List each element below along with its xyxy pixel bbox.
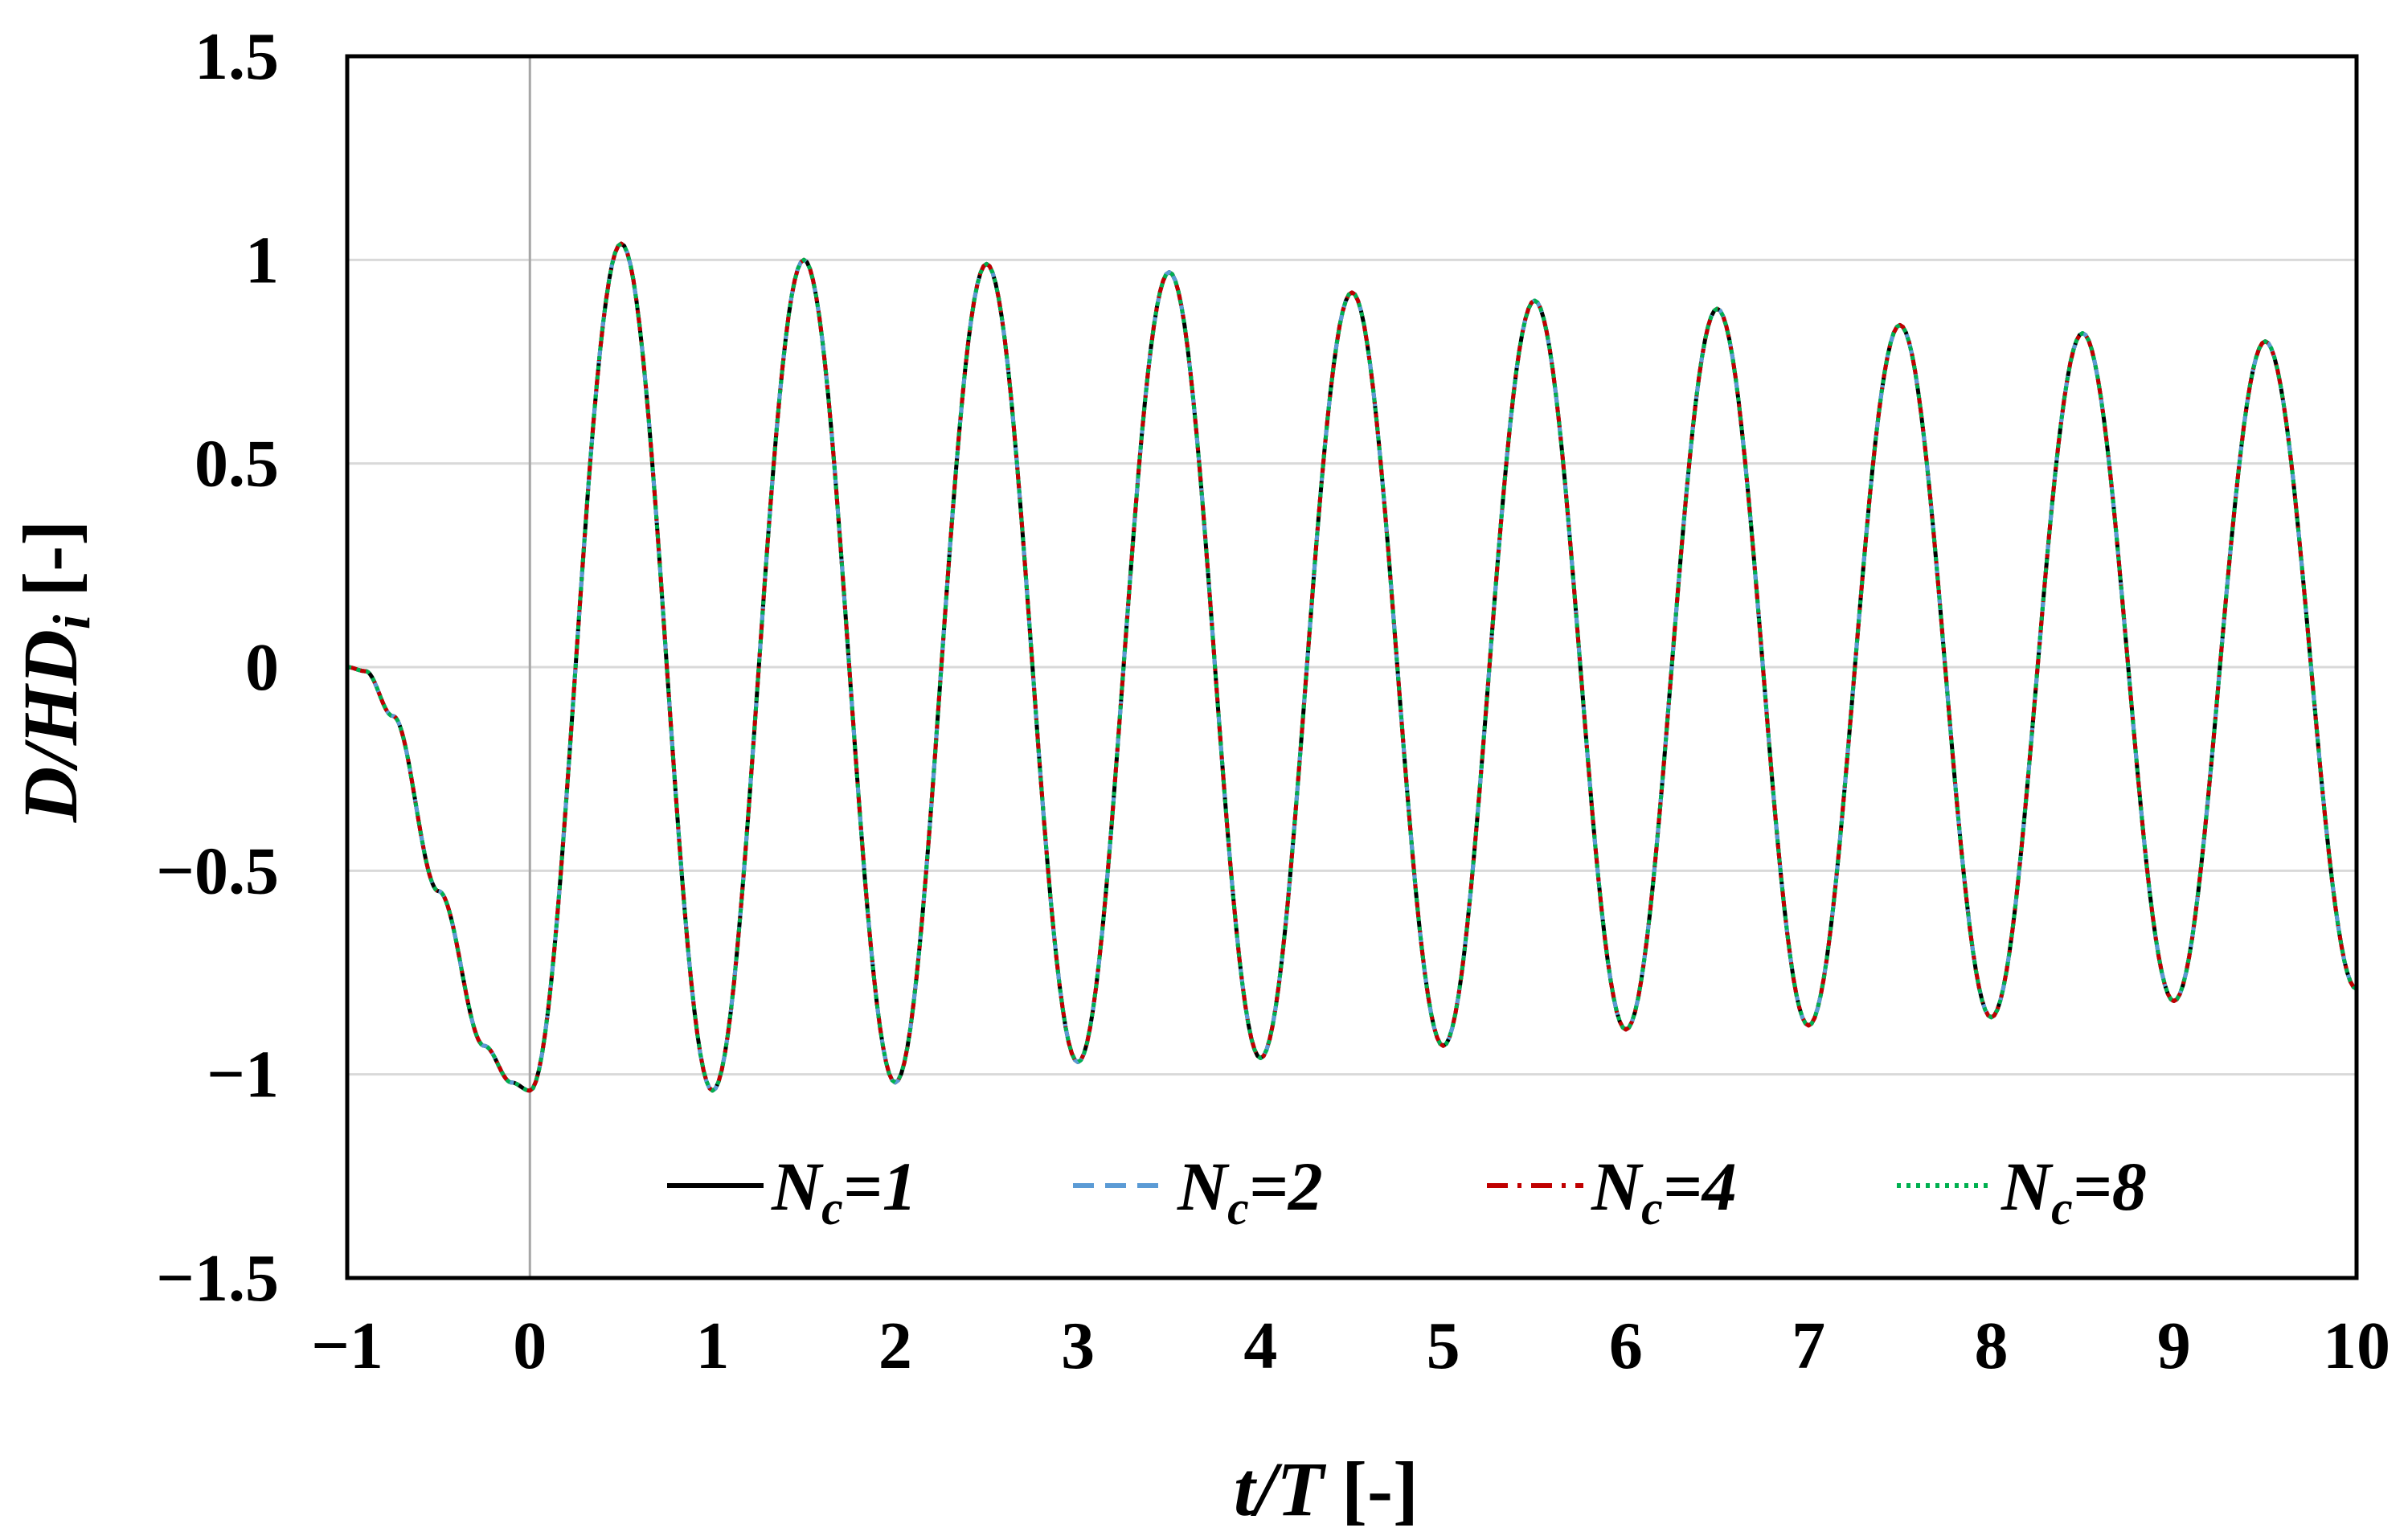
y-tick-label: 0.5 bbox=[195, 427, 279, 502]
y-axis-label-main: D/HD bbox=[7, 629, 93, 823]
x-tick-label: 6 bbox=[1609, 1309, 1643, 1383]
x-tick-label: 2 bbox=[878, 1309, 912, 1383]
y-tick-label: −1.5 bbox=[156, 1241, 279, 1316]
series-line-3 bbox=[346, 241, 2358, 1093]
x-tick-label: −1 bbox=[311, 1309, 383, 1383]
legend-label-4: Nc=8 bbox=[2001, 1148, 2147, 1235]
x-tick-label: 0 bbox=[513, 1309, 547, 1383]
series-layer bbox=[346, 241, 2358, 1093]
x-tick-label: 4 bbox=[1243, 1309, 1277, 1383]
y-tick-label: 0 bbox=[245, 630, 279, 705]
x-axis-label-unit: [-] bbox=[1341, 1446, 1419, 1532]
y-tick-label: −1 bbox=[207, 1038, 279, 1112]
legend: Nc=1 Nc=2 Nc=4 Nc=8 bbox=[667, 1148, 2147, 1235]
y-tick-label: 1 bbox=[245, 223, 279, 297]
x-tick-label: 8 bbox=[1974, 1309, 2008, 1383]
x-tick-label: 3 bbox=[1061, 1309, 1095, 1383]
x-tick-label: 10 bbox=[2323, 1309, 2390, 1383]
x-axis-label: t/T [-] bbox=[1234, 1446, 1419, 1532]
y-tick-labels: −1.5 −1 −0.5 0 0.5 1 1.5 bbox=[156, 19, 279, 1316]
legend-label-1: Nc=1 bbox=[771, 1148, 917, 1235]
y-axis-label: D/HDi [-] bbox=[7, 520, 101, 823]
plot-frame bbox=[345, 54, 2359, 1280]
series-line-4 bbox=[346, 241, 2358, 1093]
x-tick-label: 1 bbox=[696, 1309, 730, 1383]
legend-label-2: Nc=2 bbox=[1177, 1148, 1323, 1235]
x-tick-label: 7 bbox=[1792, 1309, 1825, 1383]
y-axis-label-unit: [-] bbox=[7, 520, 93, 597]
legend-label-3: Nc=4 bbox=[1591, 1148, 1737, 1235]
x-axis-label-main: t/T bbox=[1234, 1446, 1326, 1532]
y-tick-label: −0.5 bbox=[156, 833, 279, 908]
grid-lines bbox=[347, 55, 2357, 1280]
y-axis-label-sub: i bbox=[43, 614, 101, 629]
x-tick-label: 5 bbox=[1427, 1309, 1460, 1383]
x-tick-label: 9 bbox=[2157, 1309, 2191, 1383]
x-tick-labels: −1 0 1 2 3 4 5 6 7 8 9 10 bbox=[311, 1309, 2390, 1383]
y-tick-label: 1.5 bbox=[195, 19, 279, 94]
